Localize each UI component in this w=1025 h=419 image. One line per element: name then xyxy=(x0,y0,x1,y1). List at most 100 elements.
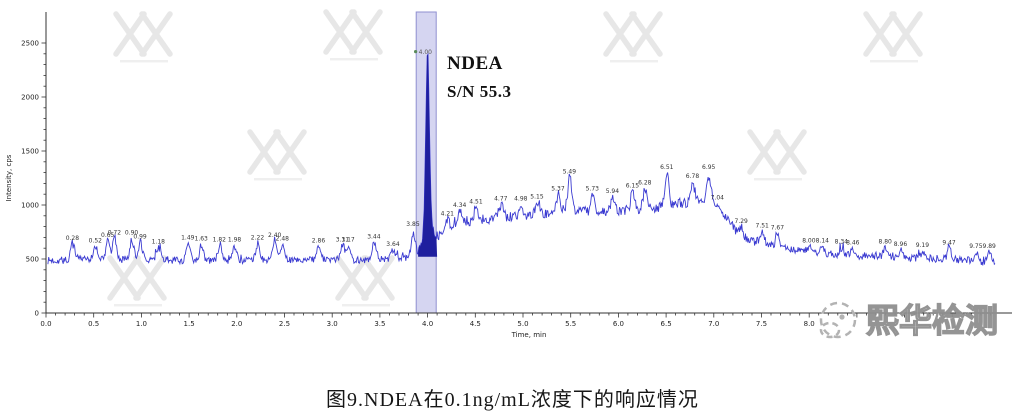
peak-rt-label: 8.14 xyxy=(816,238,830,245)
peak-rt-label: 9.75 xyxy=(969,243,983,250)
peak-rt-label: 6.78 xyxy=(686,173,700,180)
peak-rt-label: 0.99 xyxy=(133,233,147,240)
y-axis-title: Intensity, cps xyxy=(5,154,13,201)
peak-rt-label: 0.28 xyxy=(66,235,80,242)
x-tick-label: 5.0 xyxy=(517,320,528,328)
x-tick-label: 0.0 xyxy=(40,320,51,328)
apex-marker-icon xyxy=(414,50,418,54)
peak-rt-label: 7.04 xyxy=(711,194,725,201)
peak-rt-label: 0.72 xyxy=(108,230,122,237)
xihua-logo-text: 熙华检测 xyxy=(865,301,998,339)
y-tick-label: 2000 xyxy=(21,94,39,102)
logo-circle-icon xyxy=(819,301,857,339)
peak-rt-label: 5.49 xyxy=(563,169,577,176)
x-tick-label: 6.0 xyxy=(613,320,624,328)
peak-rt-label: 8.00 xyxy=(802,238,816,245)
figure-caption: 图9.NDEA在0.1ng/mL浓度下的响应情况 xyxy=(326,389,699,411)
peak-rt-label: 6.51 xyxy=(660,164,674,171)
watermark-xx-icon xyxy=(247,129,307,181)
x-tick-label: 7.0 xyxy=(708,320,719,328)
x-tick-label: 7.5 xyxy=(756,320,767,328)
watermark-xx-icon xyxy=(747,129,807,181)
y-tick-label: 500 xyxy=(26,256,39,264)
main-peak-fill xyxy=(418,54,438,257)
peak-rt-label: 6.15 xyxy=(626,183,640,190)
peak-rt-label: 4.34 xyxy=(453,202,467,209)
peak-rt-label: 9.89 xyxy=(983,243,997,250)
watermark-xx-icon xyxy=(335,255,395,307)
y-tick-label: 1500 xyxy=(21,148,39,156)
peak-rt-label: 5.94 xyxy=(606,188,620,195)
x-tick-label: 4.5 xyxy=(470,320,481,328)
peak-rt-label: 8.96 xyxy=(894,241,908,248)
peak-rt-label: 8.34 xyxy=(835,239,849,246)
watermark-xx-icon xyxy=(863,11,923,63)
x-tick-label: 1.5 xyxy=(184,320,195,328)
peak-rt-label: 5.15 xyxy=(530,193,544,200)
peak-rt-label: 2.22 xyxy=(251,234,265,241)
peak-rt-label: 5.37 xyxy=(551,186,565,193)
y-tick-label: 0 xyxy=(35,310,39,318)
logo-dot-icon xyxy=(839,314,845,320)
y-tick-label: 1000 xyxy=(21,202,39,210)
peak-rt-label: 7.51 xyxy=(756,223,770,230)
peak-rt-label: 1.98 xyxy=(228,237,242,244)
chromatogram-plot: 0.0 0.5 1.0 1.5 2.0 2.5 3.0 3.5 4.0 4.5 5.0 5.5 6.0 6… xyxy=(5,9,1012,339)
peak-rt-label: 3.64 xyxy=(386,241,400,248)
peak-rt-label: 2.40 xyxy=(268,232,282,239)
peak-rt-label: 2.48 xyxy=(276,235,290,242)
logo-swoosh-icon xyxy=(819,321,841,339)
y-tick-label: 2500 xyxy=(21,40,39,48)
peak-rt-label: 8.80 xyxy=(879,239,893,246)
peak-rt-label: 9.47 xyxy=(942,240,956,247)
signal-trace-line xyxy=(47,52,996,266)
x-axis-title: Time, min xyxy=(511,331,547,339)
x-tick-label: 0.5 xyxy=(88,320,99,328)
peak-rt-label: 2.86 xyxy=(312,238,326,245)
peak-rt-label: 8.46 xyxy=(846,240,860,247)
x-tick-label: 5.5 xyxy=(565,320,576,328)
peak-name-annotation: NDEA xyxy=(447,53,503,74)
watermark-layer xyxy=(107,9,923,307)
peak-rt-label: 4.21 xyxy=(441,211,455,218)
peak-rt-label: 1.82 xyxy=(213,237,227,244)
axis-ticks: 0.0 0.5 1.0 1.5 2.0 2.5 3.0 3.5 4.0 4.5 5.0 5.5 6.0 6… xyxy=(21,40,991,328)
x-tick-label: 3.0 xyxy=(327,320,338,328)
x-tick-label: 2.0 xyxy=(231,320,242,328)
peak-rt-label: 1.63 xyxy=(195,235,209,242)
x-tick-label: 1.0 xyxy=(136,320,147,328)
axes: 0.0 0.5 1.0 1.5 2.0 2.5 3.0 3.5 4.0 4.5 5.0 5.5 6.0 6… xyxy=(5,12,1012,339)
chromatogram-trace xyxy=(47,52,996,266)
peak-rt-label: 3.11 xyxy=(336,237,350,244)
peak-rt-label: 4.77 xyxy=(494,196,508,203)
peak-rt-label: 0.52 xyxy=(89,238,103,245)
x-tick-label: 4.0 xyxy=(422,320,433,328)
watermark-xx-icon xyxy=(113,11,173,63)
watermark-xx-icon xyxy=(323,9,383,61)
xihua-logo: 熙华检测 xyxy=(812,293,999,347)
peak-rt-label: 5.73 xyxy=(586,186,600,193)
peak-rt-label: 3.44 xyxy=(367,233,381,240)
peak-rt-label: 0.65 xyxy=(101,232,115,239)
peak-rt-label: 4.98 xyxy=(514,196,528,203)
retention-time-labels: 0.28 0.520.650.72 0.900.99 1.18 1.49 1.63 1.82… xyxy=(66,49,996,250)
signal-to-noise-annotation: S/N 55.3 xyxy=(447,82,512,101)
peak-rt-label: 3.17 xyxy=(341,237,355,244)
watermark-xx-icon xyxy=(107,255,167,307)
x-tick-label: 3.5 xyxy=(374,320,385,328)
x-tick-label: 6.5 xyxy=(661,320,672,328)
x-tick-label: 2.5 xyxy=(279,320,290,328)
x-tick-label: 8.0 xyxy=(804,320,815,328)
peak-rt-label: 6.28 xyxy=(638,179,652,186)
peak-rt-label: 1.49 xyxy=(181,234,195,241)
peak-rt-label: 6.95 xyxy=(702,164,716,171)
peak-rt-label: 1.18 xyxy=(152,239,166,246)
peak-rt-label: 7.29 xyxy=(735,218,749,225)
peak-rt-label: 7.67 xyxy=(771,225,785,232)
peak-rt-label: 4.51 xyxy=(469,199,483,206)
apex-rt-label: 4.00 xyxy=(419,49,433,56)
peak-rt-label: 3.85 xyxy=(406,221,420,228)
peak-rt-label: 9.19 xyxy=(916,242,930,249)
watermark-xx-icon xyxy=(603,11,663,63)
